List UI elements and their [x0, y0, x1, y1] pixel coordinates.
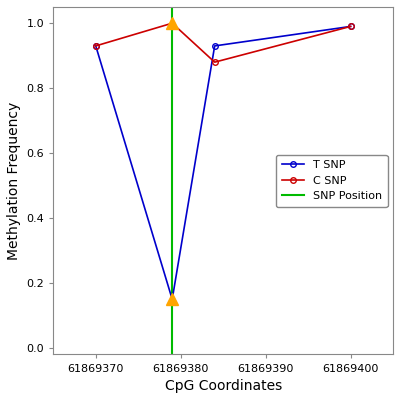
Legend: T SNP, C SNP, SNP Position: T SNP, C SNP, SNP Position [276, 154, 388, 207]
X-axis label: CpG Coordinates: CpG Coordinates [164, 379, 282, 393]
Y-axis label: Methylation Frequency: Methylation Frequency [7, 102, 21, 260]
